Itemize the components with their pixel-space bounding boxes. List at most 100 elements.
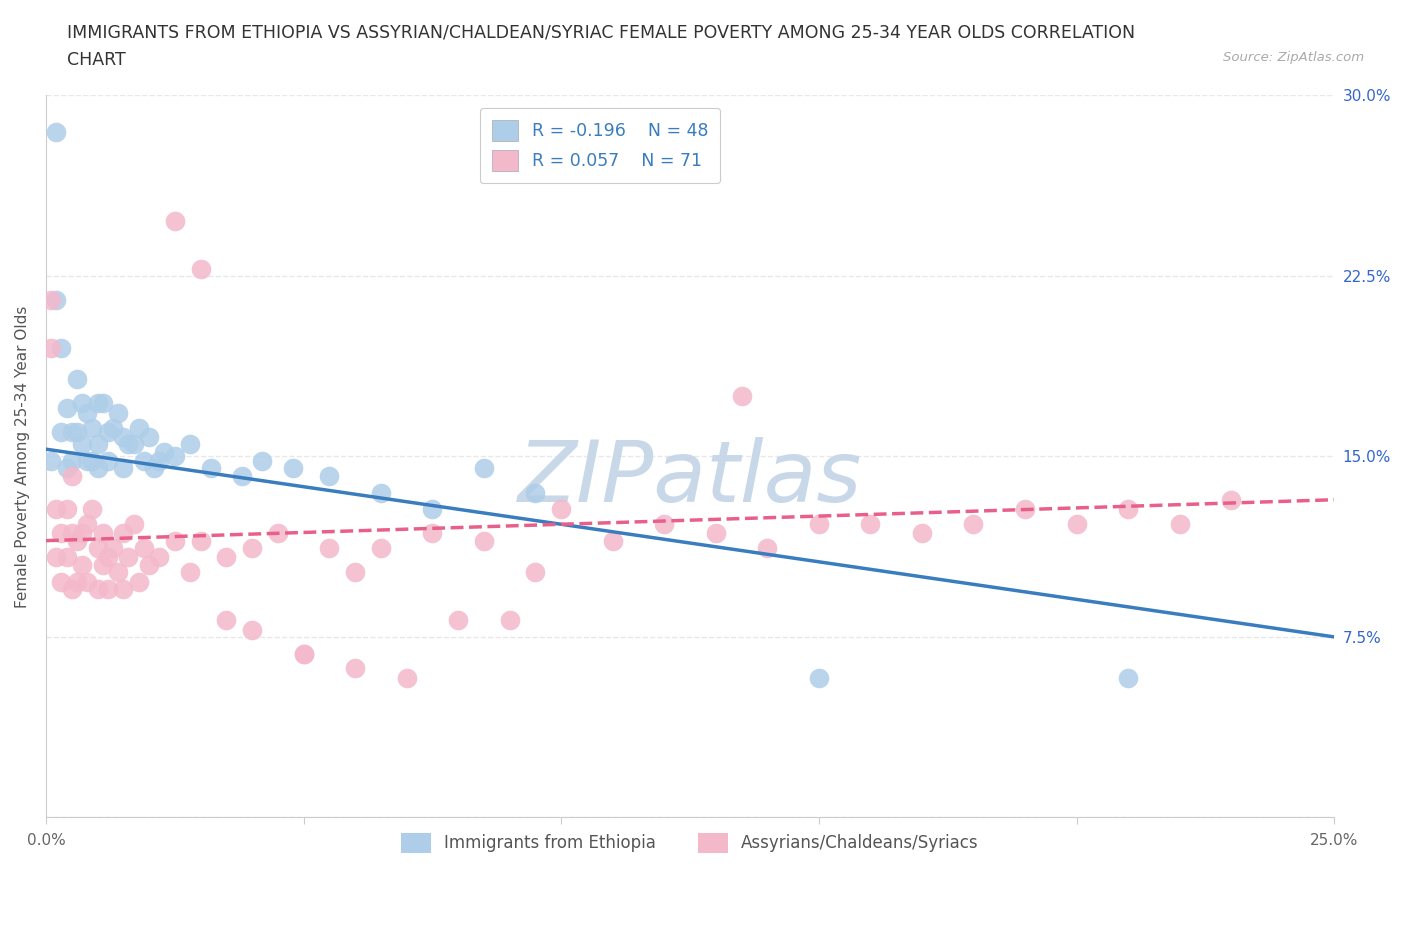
Text: Source: ZipAtlas.com: Source: ZipAtlas.com <box>1223 51 1364 64</box>
Point <box>730 389 752 404</box>
Text: CHART: CHART <box>67 51 127 69</box>
Point <box>82 454 104 469</box>
Point <box>112 430 135 445</box>
Point <box>66 372 89 387</box>
Text: IMMIGRANTS FROM ETHIOPIA VS ASSYRIAN/CHALDEAN/SYRIAC FEMALE POVERTY AMONG 25-34 : IMMIGRANTS FROM ETHIOPIA VS ASSYRIAN/CHA… <box>67 23 1136 41</box>
Point <box>283 461 305 476</box>
Point <box>60 581 83 596</box>
Point <box>447 613 470 628</box>
Point <box>91 526 114 541</box>
Point <box>143 461 166 476</box>
Point <box>82 420 104 435</box>
Point <box>97 425 120 440</box>
Point <box>370 485 392 500</box>
Point <box>163 533 186 548</box>
Point <box>51 526 73 541</box>
Point <box>51 425 73 440</box>
Point <box>97 581 120 596</box>
Point <box>652 516 675 531</box>
Point <box>200 461 222 476</box>
Point <box>179 565 201 579</box>
Point <box>128 574 150 589</box>
Point <box>122 437 145 452</box>
Point <box>60 454 83 469</box>
Point <box>91 557 114 572</box>
Point <box>112 526 135 541</box>
Point <box>138 430 160 445</box>
Point <box>524 565 547 579</box>
Point <box>117 550 139 565</box>
Point <box>55 401 77 416</box>
Point <box>132 454 155 469</box>
Point <box>179 437 201 452</box>
Point <box>60 526 83 541</box>
Point <box>122 516 145 531</box>
Point <box>292 646 315 661</box>
Y-axis label: Female Poverty Among 25-34 Year Olds: Female Poverty Among 25-34 Year Olds <box>15 305 30 607</box>
Point <box>1066 516 1088 531</box>
Point <box>252 454 274 469</box>
Point <box>55 550 77 565</box>
Point <box>267 526 290 541</box>
Point <box>163 213 186 228</box>
Point <box>859 516 882 531</box>
Point <box>107 565 129 579</box>
Point <box>128 420 150 435</box>
Point <box>550 502 572 517</box>
Point <box>344 565 367 579</box>
Point <box>318 468 340 483</box>
Point <box>76 405 98 420</box>
Point <box>138 557 160 572</box>
Point <box>107 405 129 420</box>
Point <box>240 622 263 637</box>
Point <box>76 516 98 531</box>
Point <box>148 454 170 469</box>
Point <box>70 437 93 452</box>
Point <box>472 533 495 548</box>
Point <box>97 550 120 565</box>
Point <box>1168 516 1191 531</box>
Point <box>66 574 89 589</box>
Point <box>231 468 253 483</box>
Point <box>66 425 89 440</box>
Point <box>76 454 98 469</box>
Point <box>602 533 624 548</box>
Point <box>112 461 135 476</box>
Point <box>76 574 98 589</box>
Point <box>807 516 830 531</box>
Point <box>97 454 120 469</box>
Point <box>911 526 934 541</box>
Point <box>39 340 62 355</box>
Point <box>1116 502 1139 517</box>
Point <box>422 526 444 541</box>
Point <box>117 437 139 452</box>
Point <box>45 550 67 565</box>
Point <box>756 540 779 555</box>
Point <box>45 502 67 517</box>
Point <box>132 540 155 555</box>
Text: ZIPatlas: ZIPatlas <box>517 436 862 520</box>
Point <box>163 449 186 464</box>
Point <box>91 396 114 411</box>
Point <box>395 671 418 685</box>
Point <box>153 445 176 459</box>
Point <box>60 468 83 483</box>
Point <box>55 461 77 476</box>
Point <box>45 124 67 139</box>
Point <box>112 581 135 596</box>
Point <box>472 461 495 476</box>
Point <box>318 540 340 555</box>
Point <box>70 526 93 541</box>
Point <box>70 557 93 572</box>
Point <box>499 613 522 628</box>
Point <box>86 461 108 476</box>
Point <box>66 533 89 548</box>
Point <box>422 502 444 517</box>
Point <box>51 574 73 589</box>
Point <box>148 550 170 565</box>
Point <box>45 293 67 308</box>
Point <box>101 420 124 435</box>
Point <box>86 396 108 411</box>
Point <box>240 540 263 555</box>
Point <box>190 533 212 548</box>
